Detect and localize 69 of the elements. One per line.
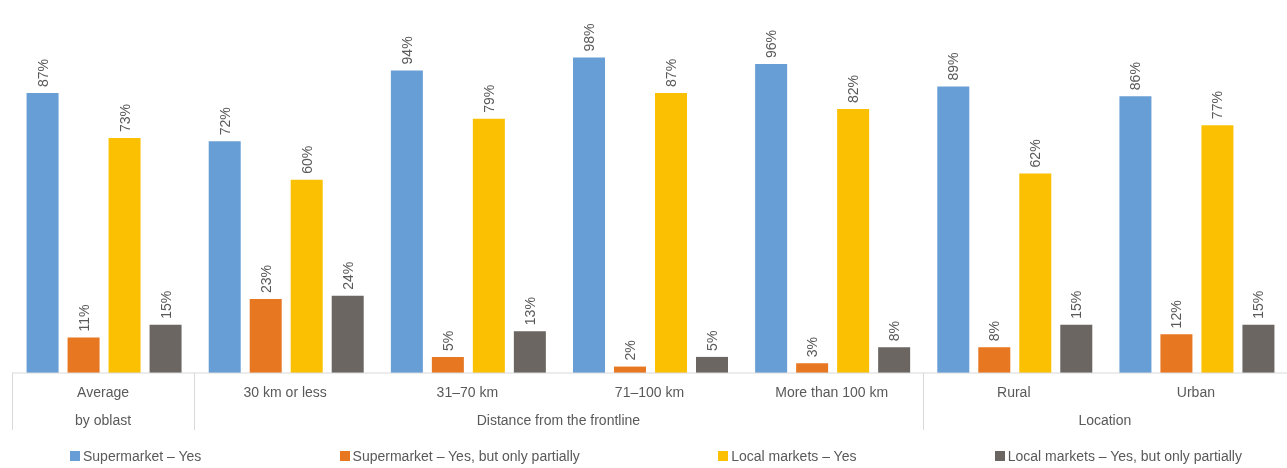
text: Distance from the frontline [475, 412, 642, 428]
bar [290, 179, 323, 373]
x-tick-label: 30 km or less [243, 383, 327, 400]
x-tick-label: Average [77, 383, 130, 400]
data-label: 11% [75, 304, 92, 332]
legend-label: Supermarket – Yes, but only partially [352, 448, 580, 464]
bar [108, 138, 141, 373]
text: Location [1077, 412, 1133, 428]
bar [937, 86, 970, 373]
x-tick-label: 71–100 km [614, 383, 685, 400]
bar [837, 109, 870, 373]
data-label: 15% [157, 290, 174, 319]
bar [1019, 173, 1052, 373]
legend-label: Local markets – Yes, but only partially [1007, 448, 1242, 464]
data-label: 86% [1127, 62, 1144, 91]
bar [149, 324, 182, 373]
data-label: 96% [763, 29, 780, 58]
bar [1060, 324, 1093, 373]
data-label: 5% [704, 330, 720, 351]
data-label: 72% [216, 107, 233, 136]
data-label: 15% [1068, 290, 1085, 319]
data-label: 3% [804, 337, 821, 358]
bar [1201, 125, 1234, 373]
data-label: 89% [945, 52, 962, 81]
bar [249, 298, 282, 373]
data-label: 12% [1168, 300, 1185, 329]
data-label: 87% [34, 58, 51, 87]
data-label: 8% [886, 321, 903, 342]
data-label: 62% [1027, 139, 1044, 168]
legend-label: Supermarket – Yes [83, 448, 202, 464]
data-label: 23% [257, 264, 274, 293]
x-tick-label: Urban [1176, 383, 1215, 400]
bar [878, 347, 911, 373]
data-label: 8% [986, 321, 1003, 342]
data-label: 98% [581, 23, 597, 52]
bar [431, 356, 464, 373]
data-label: 2% [622, 340, 638, 361]
bar [1119, 96, 1152, 373]
bar [390, 70, 423, 373]
data-label: 5% [439, 330, 456, 351]
data-label: 73% [116, 103, 133, 133]
bar [573, 57, 605, 373]
data-label: 15% [1250, 290, 1267, 319]
bar [796, 363, 829, 373]
data-label: 13% [521, 297, 538, 326]
data-label: 94% [398, 36, 415, 65]
x-tick-label: 31–70 km [436, 383, 499, 400]
text: by oblast [74, 412, 133, 428]
data-label: 82% [845, 75, 862, 104]
legend-label: Local markets – Yes [731, 448, 857, 464]
bar [67, 337, 100, 373]
bar [655, 92, 687, 373]
bar [26, 92, 59, 373]
bar [331, 295, 364, 373]
bar [978, 347, 1011, 373]
data-label: 79% [480, 84, 497, 113]
bar [472, 118, 505, 373]
bar [755, 63, 788, 373]
data-label: 77% [1209, 91, 1226, 120]
bar [513, 331, 546, 373]
data-label: 24% [339, 261, 356, 290]
bar [208, 141, 241, 373]
data-label: 87% [663, 58, 679, 87]
bar [1242, 324, 1275, 373]
x-tick-label: More than 100 km [775, 383, 889, 400]
bar [696, 356, 728, 373]
x-tick-label: Rural [997, 383, 1031, 400]
data-label: 60% [298, 145, 315, 174]
bar [1160, 334, 1193, 373]
